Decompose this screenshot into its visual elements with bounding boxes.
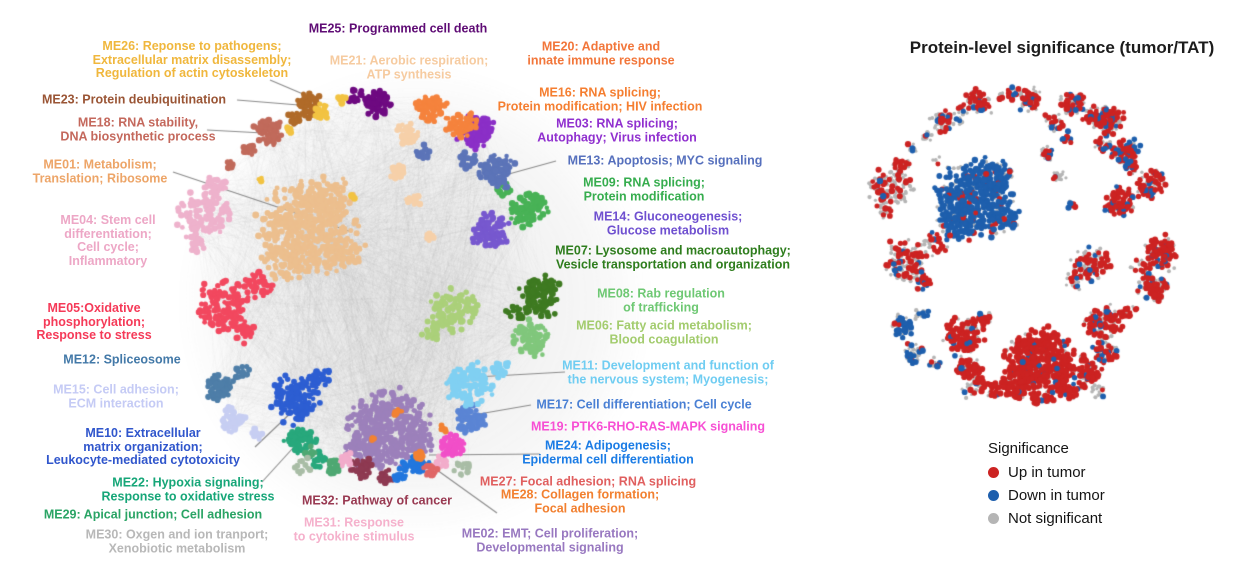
- module-label-me01: ME01: Metabolism; Translation; Ribosome: [32, 157, 168, 185]
- module-label-me23: ME23: Protein deubiquitination: [41, 92, 227, 107]
- module-label-me15: ME15: Cell adhesion; ECM interaction: [53, 382, 179, 410]
- legend-swatch-up-icon: [988, 467, 999, 478]
- module-label-me28: ME28: Collagen formation; Focal adhesion: [500, 487, 660, 515]
- module-label-me19: ME19: PTK6-RHO-RAS-MAPK signaling: [530, 419, 766, 434]
- legend-swatch-down-icon: [988, 490, 999, 501]
- module-label-me24: ME24: Adipogenesis; Epidermal cell diffe…: [522, 438, 694, 466]
- module-label-me18: ME18: RNA stability, DNA biosynthetic pr…: [60, 115, 216, 143]
- legend-title: Significance: [988, 440, 1069, 457]
- legend-label-up: Up in tumor: [1008, 464, 1086, 481]
- module-label-me13: ME13: Apoptosis; MYC signaling: [567, 153, 763, 168]
- module-label-me29: ME29: Apical junction; Cell adhesion: [43, 507, 263, 522]
- legend-item-ns: Not significant: [988, 510, 1105, 527]
- module-label-me12: ME12: Spliceosome: [63, 352, 181, 367]
- legend-swatch-ns-icon: [988, 513, 999, 524]
- module-label-me20: ME20: Adaptive and innate immune respons…: [527, 39, 675, 67]
- module-label-me14: ME14: Gluconeogenesis; Glucose metabolis…: [593, 209, 743, 237]
- module-label-me21: ME21: Aerobic respiration; ATP synthesis: [329, 53, 489, 81]
- module-label-me02: ME02: EMT; Cell proliferation; Developme…: [461, 526, 639, 554]
- module-label-me04: ME04: Stem cell differentiation; Cell cy…: [60, 213, 156, 268]
- module-label-me03: ME03: RNA splicing; Autophagy; Virus inf…: [537, 116, 697, 144]
- legend-item-down: Down in tumor: [988, 487, 1105, 504]
- module-label-me30: ME30: Oxgen and ion tranport; Xenobiotic…: [85, 527, 269, 555]
- module-label-me31: ME31: Response to cytokine stimulus: [293, 515, 415, 543]
- legend-items: Up in tumor Down in tumor Not significant: [988, 464, 1105, 527]
- significance-legend: Significance Up in tumor Down in tumor Not…: [988, 440, 1105, 533]
- module-label-me11: ME11: Development and function of the ne…: [562, 358, 774, 386]
- module-label-me25: ME25: Programmed cell death: [308, 21, 488, 36]
- legend-item-up: Up in tumor: [988, 464, 1105, 481]
- module-label-me08: ME08: Rab regulation of trafficking: [597, 286, 725, 314]
- right-panel-title: Protein-level significance (tumor/TAT): [909, 38, 1215, 57]
- module-label-me07: ME07: Lysosome and macroautophagy; Vesic…: [555, 243, 791, 271]
- module-label-me22: ME22: Hypoxia signaling; Response to oxi…: [101, 475, 275, 503]
- module-label-me05: ME05:Oxidative phosphorylation; Response…: [36, 300, 152, 342]
- legend-label-ns: Not significant: [1008, 510, 1103, 527]
- module-label-me26: ME26: Reponse to pathogens; Extracellula…: [92, 38, 292, 80]
- module-label-me10: ME10: Extracellular matrix organization;…: [46, 425, 240, 467]
- module-label-me32: ME32: Pathway of cancer: [301, 493, 453, 508]
- module-label-me06: ME06: Fatty acid metabolism; Blood coagu…: [576, 318, 752, 346]
- module-label-me27: ME27: Focal adhesion; RNA splicing: [479, 474, 697, 489]
- module-label-me17: ME17: Cell differentiation; Cell cycle: [536, 397, 752, 412]
- module-label-me09: ME09: RNA splicing; Protein modification: [583, 175, 705, 203]
- module-label-me16: ME16: RNA splicing; Protein modification…: [497, 85, 703, 113]
- legend-label-down: Down in tumor: [1008, 487, 1105, 504]
